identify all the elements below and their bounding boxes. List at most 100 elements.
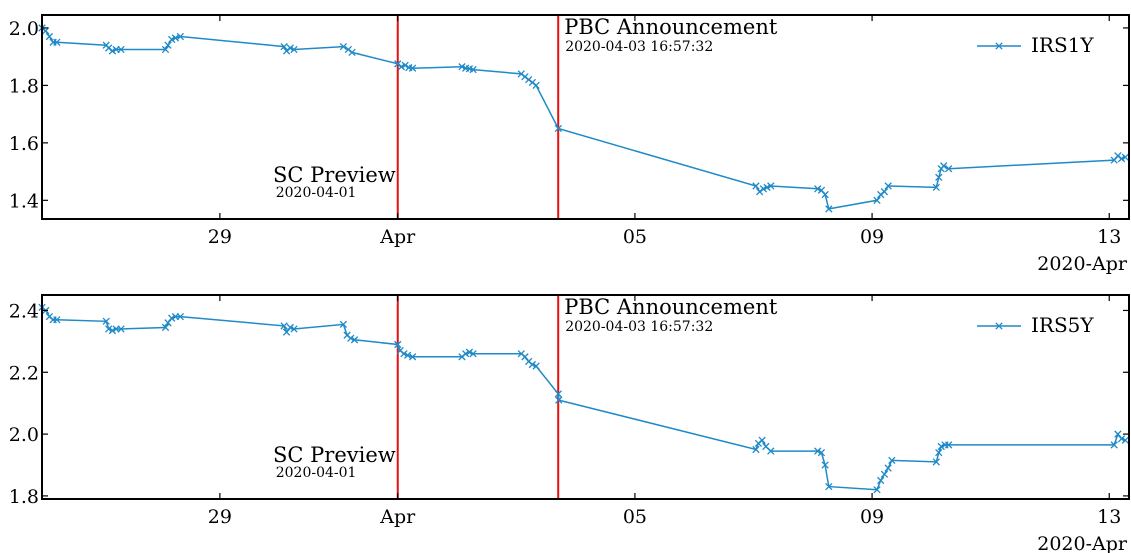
data-point-marker [888,456,896,465]
x-offset-label: 2020-Apr [1037,253,1128,275]
data-point-marker [45,32,54,41]
data-point-marker [164,319,172,327]
data-point-marker [176,32,185,41]
data-point-marker [161,323,170,332]
data-point-marker [935,448,943,457]
data-point-marker [880,470,889,478]
series-line-irs1y [41,27,1126,210]
data-point-marker [555,396,563,404]
data-point-marker [286,323,294,332]
data-point-marker [108,326,117,335]
data-point-marker [880,188,889,196]
data-point-marker [825,205,833,213]
data-point-marker [394,340,402,349]
data-point-marker [935,173,943,181]
data-point-marker [350,336,359,344]
data-point-marker [884,464,892,472]
annotation-sublabel: 2020-04-01 [276,185,357,201]
data-point-marker [767,182,775,190]
annotation-sublabel: 2020-04-03 16:57:32 [565,39,713,55]
data-point-marker [532,81,540,90]
data-point-marker [117,325,125,333]
data-point-marker [469,65,477,74]
data-point-marker [1114,430,1122,438]
data-point-marker [877,476,885,485]
data-point-marker [528,360,537,369]
data-point-marker [290,325,298,333]
legend-label: IRS5Y [1031,313,1094,337]
annotation-label: PBC Announcement [564,295,778,319]
y-tick-label: 1.8 [9,75,39,97]
data-point-marker [932,458,940,466]
plot-frame [41,14,1130,220]
data-point-marker [176,312,185,321]
data-point-marker [408,64,417,72]
data-point-marker [767,447,775,455]
y-tick-label: 2.0 [9,424,39,446]
data-point-marker [42,27,50,35]
data-point-marker [339,42,348,51]
data-point-marker [102,317,110,325]
data-point-marker [814,447,822,455]
data-point-marker [944,165,953,173]
y-tick-label: 1.6 [9,133,39,155]
annotation-label: SC Preview [273,443,396,467]
y-tick-label: 2.2 [9,362,39,384]
data-point-marker [53,38,61,46]
x-tick-label: 13 [1097,506,1121,528]
data-point-marker [53,316,61,324]
data-point-marker [469,350,477,358]
data-point-marker [532,362,540,370]
x-tick-label: 05 [623,226,647,248]
x-tick-label: 13 [1097,226,1121,248]
data-point-marker [290,45,298,54]
data-point-marker [400,350,408,358]
y-tick-label: 2.0 [9,18,39,40]
data-point-marker [817,448,826,457]
annotation-label: PBC Announcement [564,15,778,39]
data-point-marker [884,182,892,190]
data-point-marker [347,334,355,342]
x-tick-label: 05 [623,506,647,528]
x-tick-label: 09 [860,226,884,248]
y-tick-label: 2.4 [9,300,39,322]
data-point-marker [408,353,417,361]
data-point-marker [465,348,474,356]
data-point-marker [752,182,760,190]
data-point-marker [937,442,945,451]
data-point-marker [348,48,356,57]
data-point-marker [821,190,829,199]
x-tick-label: Apr [379,226,416,248]
x-tick-label: 29 [208,226,232,248]
data-point-marker [401,61,409,69]
data-point-marker [554,124,562,133]
y-tick-label: 1.8 [9,486,39,508]
data-point-marker [554,390,562,398]
data-point-marker [1117,435,1126,443]
annotation-sublabel: 2020-04-03 16:57:32 [565,319,713,335]
data-point-marker [339,320,348,329]
data-point-marker [105,325,113,333]
data-point-marker [752,445,760,454]
data-point-marker [940,162,948,170]
annotation-sublabel: 2020-04-01 [276,465,357,481]
legend-swatch-marker [995,322,1003,330]
data-point-marker [462,350,470,358]
data-point-marker [117,45,125,54]
data-point-marker [1110,441,1118,449]
data-point-marker [282,328,291,336]
data-point-marker [873,196,881,204]
annotation-label: SC Preview [273,163,396,187]
data-point-marker [825,482,833,491]
data-point-marker [873,486,881,494]
data-point-marker [280,42,288,51]
legend-swatch-marker [995,42,1003,50]
data-point-marker [932,183,940,192]
data-point-marker [161,45,170,54]
legend-label: IRS1Y [1031,33,1094,57]
plot-frame [41,294,1130,500]
data-point-marker [1121,153,1129,161]
